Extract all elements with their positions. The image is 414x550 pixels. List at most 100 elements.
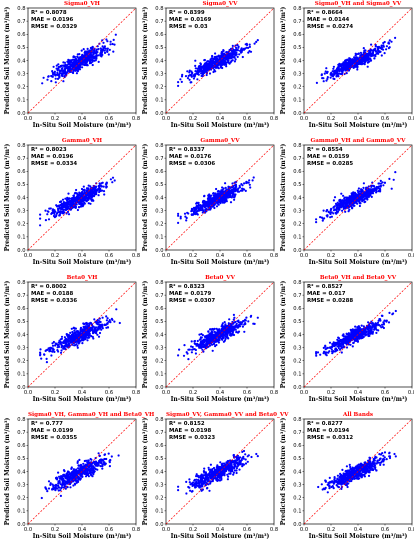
data-point [203, 211, 207, 214]
data-point [197, 345, 200, 348]
data-point [72, 71, 75, 75]
data-point [94, 190, 97, 193]
data-point [85, 189, 88, 192]
data-point [352, 341, 355, 344]
data-point [253, 42, 256, 45]
data-point [95, 185, 98, 188]
data-point [84, 58, 88, 61]
data-point [201, 339, 204, 342]
data-point [88, 62, 91, 65]
data-point [345, 68, 348, 71]
data-point [111, 181, 114, 184]
data-point [354, 325, 357, 328]
stat-r2: R² = 0.8023 [31, 147, 67, 153]
data-point [215, 66, 219, 69]
data-point [105, 323, 108, 326]
data-point [187, 74, 190, 77]
data-point [54, 215, 58, 218]
scatter-plot: 0.00.10.20.30.40.50.60.70.80.0 0.2 0.4 0.6 0… [280, 280, 414, 403]
data-point [193, 73, 196, 76]
data-point [210, 64, 214, 67]
data-point [46, 78, 49, 81]
data-point [206, 200, 209, 203]
data-point [379, 179, 382, 182]
data-point [54, 344, 57, 347]
data-point [239, 189, 242, 192]
data-point [217, 203, 220, 206]
y-tick-label: 0.1 [293, 98, 301, 104]
data-point [338, 65, 341, 68]
data-point [373, 54, 377, 57]
data-point [205, 334, 208, 337]
data-point [97, 194, 100, 197]
data-point [367, 327, 370, 330]
data-point [105, 38, 108, 41]
data-point [219, 66, 223, 69]
data-point [99, 184, 102, 187]
data-point [51, 342, 54, 345]
data-point [201, 73, 204, 76]
data-point [86, 339, 89, 342]
data-point [355, 56, 358, 59]
data-point [57, 204, 60, 207]
data-point [88, 193, 91, 196]
data-point [229, 189, 232, 192]
data-point [348, 208, 351, 211]
data-point [216, 190, 219, 193]
data-point [62, 80, 65, 83]
data-point [96, 51, 99, 54]
data-point [256, 316, 259, 319]
data-point [243, 319, 246, 322]
y-tick-label: 0.0 [293, 111, 301, 117]
data-point [353, 338, 356, 341]
data-point [251, 179, 254, 182]
data-point [81, 338, 85, 341]
data-point [233, 189, 236, 192]
data-point [100, 328, 103, 331]
data-point [198, 208, 202, 211]
data-point [373, 49, 376, 52]
data-point [68, 343, 71, 346]
data-point [82, 185, 85, 188]
data-point [109, 178, 112, 181]
data-point [233, 193, 236, 196]
data-point [211, 338, 214, 341]
data-point [63, 336, 66, 339]
data-point [59, 340, 62, 343]
data-point [96, 333, 99, 336]
data-point [357, 335, 360, 338]
data-point [363, 198, 366, 201]
data-point [378, 318, 381, 321]
data-point [196, 342, 199, 345]
data-point [341, 346, 344, 349]
data-point [326, 77, 329, 80]
one-to-one-line [165, 144, 275, 251]
data-point [211, 340, 214, 343]
data-point [222, 187, 225, 190]
data-point [196, 210, 199, 213]
data-point [349, 57, 352, 60]
stat-mae: MAE = 0.0169 [169, 17, 212, 23]
data-point [85, 332, 88, 335]
data-point [369, 50, 372, 53]
data-point [179, 215, 182, 218]
data-point [253, 322, 256, 325]
data-point [372, 190, 375, 193]
data-point [75, 343, 78, 346]
data-point [375, 50, 378, 53]
data-point [350, 331, 353, 334]
y-tick-label: 0.7 [17, 156, 25, 162]
data-point [222, 333, 225, 336]
data-point [375, 52, 378, 55]
y-tick-label: 0.5 [17, 319, 25, 325]
data-point [360, 62, 363, 65]
y-tick-label: 0.7 [155, 293, 163, 299]
data-point [100, 53, 103, 56]
data-point [188, 71, 191, 74]
data-point [223, 53, 226, 56]
data-point [201, 348, 204, 351]
y-tick-label: 0.8 [293, 6, 301, 12]
x-tick-label: 0.6 [105, 390, 113, 396]
data-point [357, 62, 360, 65]
x-tick-label: 0.4 [78, 116, 87, 122]
